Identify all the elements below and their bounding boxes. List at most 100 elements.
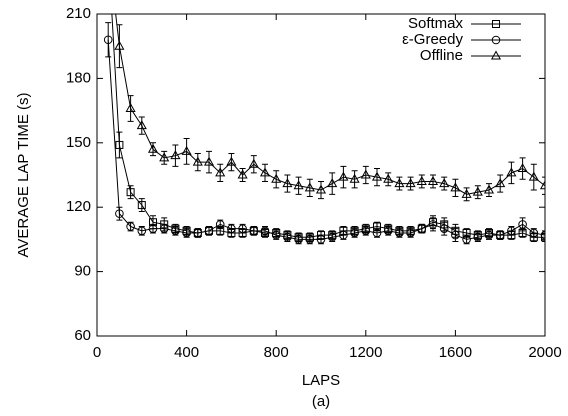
x-tick-label: 2000 bbox=[528, 344, 561, 361]
error-bar bbox=[519, 157, 526, 180]
data-point bbox=[294, 235, 303, 244]
series-line bbox=[111, 14, 545, 238]
data-point bbox=[227, 224, 236, 233]
legend-label: ε-Greedy bbox=[402, 31, 463, 48]
error-bar bbox=[116, 206, 123, 221]
data-point bbox=[483, 184, 495, 194]
error-bar bbox=[217, 163, 224, 182]
error-bar bbox=[127, 185, 134, 200]
data-point bbox=[115, 140, 124, 149]
data-point bbox=[237, 169, 248, 179]
data-point bbox=[148, 224, 158, 233]
error-bar bbox=[452, 228, 459, 243]
data-point bbox=[192, 156, 203, 166]
error-bar bbox=[127, 95, 134, 122]
data-point bbox=[125, 102, 136, 112]
data-point bbox=[170, 150, 181, 160]
plot-frame bbox=[96, 13, 546, 337]
error-bar bbox=[206, 150, 212, 174]
error-bar bbox=[542, 232, 545, 243]
data-point bbox=[495, 230, 505, 240]
error-bar bbox=[138, 116, 145, 135]
data-point bbox=[271, 230, 281, 240]
data-point bbox=[137, 226, 147, 236]
data-point bbox=[338, 171, 349, 181]
data-point bbox=[416, 175, 427, 185]
error-bar bbox=[116, 131, 123, 159]
x-tick-label: 1200 bbox=[349, 344, 382, 361]
data-point bbox=[315, 184, 327, 194]
error-bar bbox=[273, 170, 280, 189]
y-tick-label: 90 bbox=[74, 263, 91, 280]
data-point bbox=[114, 40, 125, 50]
error-bar bbox=[542, 176, 545, 195]
error-bar bbox=[138, 198, 145, 212]
data-point bbox=[451, 230, 460, 240]
data-point bbox=[305, 235, 315, 244]
data-point bbox=[316, 235, 326, 244]
data-point bbox=[507, 226, 516, 236]
error-bar bbox=[250, 155, 257, 174]
data-point bbox=[360, 169, 371, 179]
data-point bbox=[282, 178, 293, 188]
data-point bbox=[248, 158, 259, 168]
error-bar bbox=[497, 174, 504, 193]
error-bar bbox=[228, 153, 235, 172]
data-point bbox=[506, 167, 517, 177]
data-point bbox=[259, 167, 271, 177]
data-point bbox=[137, 201, 146, 210]
data-point bbox=[517, 163, 528, 173]
series-line bbox=[115, 14, 545, 195]
data-point bbox=[405, 178, 416, 188]
data-point bbox=[395, 228, 404, 238]
data-point bbox=[136, 120, 147, 130]
error-bar bbox=[262, 163, 268, 182]
data-point bbox=[171, 226, 180, 236]
error-bar bbox=[374, 168, 380, 187]
data-point bbox=[439, 224, 449, 233]
error-bar bbox=[105, 22, 112, 58]
y-axis-label: AVERAGE LAP TIME (s) bbox=[15, 92, 32, 257]
data-point bbox=[339, 230, 348, 240]
data-point bbox=[473, 232, 483, 242]
data-point bbox=[304, 182, 315, 192]
x-axis-label: LAPS bbox=[302, 372, 340, 389]
data-point bbox=[203, 156, 215, 166]
legend-marker bbox=[492, 20, 500, 28]
data-point bbox=[462, 235, 471, 244]
plot-area bbox=[103, 14, 545, 245]
error-bar bbox=[183, 138, 190, 165]
x-tick-label: 1600 bbox=[439, 344, 472, 361]
data-point bbox=[528, 171, 539, 181]
data-point bbox=[349, 173, 360, 183]
error-bar bbox=[306, 178, 313, 197]
data-point bbox=[159, 152, 170, 162]
data-point bbox=[350, 228, 359, 238]
error-bar bbox=[284, 174, 291, 193]
error-bar bbox=[116, 24, 123, 69]
data-point bbox=[472, 186, 483, 196]
data-point bbox=[126, 222, 135, 231]
y-tick-label: 210 bbox=[66, 5, 91, 22]
error-bar bbox=[295, 176, 302, 195]
error-bar bbox=[194, 153, 201, 172]
data-point bbox=[283, 232, 292, 242]
error-bar bbox=[318, 180, 324, 200]
error-bar bbox=[351, 170, 358, 189]
y-tick-label: 60 bbox=[74, 327, 91, 344]
data-point bbox=[182, 228, 191, 238]
data-point bbox=[394, 178, 405, 188]
data-point bbox=[361, 226, 371, 236]
data-point bbox=[215, 220, 225, 229]
data-point bbox=[439, 178, 450, 188]
error-bar bbox=[452, 178, 459, 197]
data-point bbox=[226, 156, 237, 166]
error-bar bbox=[340, 165, 347, 189]
error-bar bbox=[362, 165, 369, 185]
data-point bbox=[181, 145, 192, 155]
data-point bbox=[383, 226, 393, 236]
x-tick-label: 800 bbox=[264, 344, 289, 361]
legend-label: Offline bbox=[420, 47, 463, 64]
data-point bbox=[271, 173, 282, 183]
data-point bbox=[372, 228, 382, 238]
